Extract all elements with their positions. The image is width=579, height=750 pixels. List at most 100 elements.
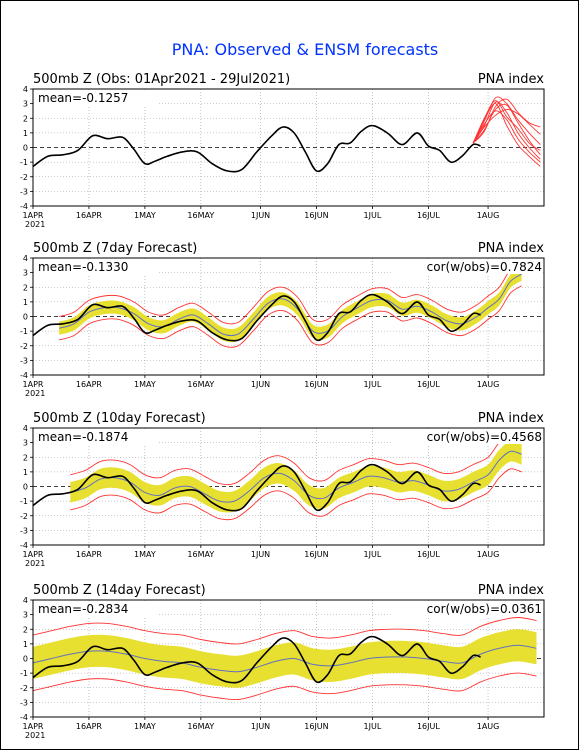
y-tick-label: -4	[20, 202, 28, 211]
x-tick-label: 1MAY	[134, 722, 156, 731]
panel-title: 500mb Z (Obs: 01Apr2021 - 29Jul2021)	[33, 72, 290, 87]
x-tick-label: 16JUL	[417, 380, 440, 389]
envelope-upper	[70, 433, 522, 486]
observed-line	[32, 293, 481, 342]
x-tick-label: 1APR	[23, 211, 44, 220]
y-tick-label: -1	[20, 327, 28, 336]
envelope-upper	[32, 617, 537, 645]
mean-label-bg	[36, 602, 158, 616]
y-tick-label: 1	[23, 468, 28, 477]
mean-label-bg	[36, 430, 158, 444]
observed-line	[32, 635, 481, 684]
x-tick-year: 2021	[25, 559, 45, 568]
spread-band	[33, 629, 537, 688]
panel-2: 500mb Z (7day Forecast) PNA index -4 -3 -2 -1…	[20, 241, 545, 398]
y-tick-label: 2	[23, 625, 28, 634]
y-tick-label: -4	[20, 541, 28, 550]
member-forecast-7	[472, 98, 541, 144]
cor-label-bg	[392, 260, 542, 274]
y-tick-label: -2	[20, 173, 28, 182]
x-tick-label: 1APR	[23, 550, 44, 559]
y-tick-label: -2	[20, 342, 28, 351]
x-tick-label: 16JUN	[304, 211, 328, 220]
y-tick-label: -3	[20, 526, 28, 535]
panel-1: 500mb Z (Obs: 01Apr2021 - 29Jul2021) PNA …	[20, 72, 545, 229]
member-forecast-3	[472, 103, 541, 156]
x-tick-label: 1AUG	[477, 550, 500, 559]
envelope-lower	[32, 672, 537, 701]
cor-label-bg	[392, 430, 542, 444]
main-title: PNA: Observed & ENSM forecasts	[172, 40, 439, 59]
y-tick-label: -2	[20, 684, 28, 693]
y-tick-label: 3	[23, 611, 28, 620]
y-tick-label: -2	[20, 512, 28, 521]
x-tick-label: 1APR	[23, 722, 44, 731]
y-tick-label: -1	[20, 669, 28, 678]
mean-label: mean=-0.1330	[38, 260, 128, 274]
x-tick-label: 16APR	[76, 211, 102, 220]
y-tick-label: -3	[20, 356, 28, 365]
mean-label-bg	[36, 91, 158, 105]
x-tick-label: 1MAY	[134, 550, 156, 559]
panel-right-label: PNA index	[478, 583, 544, 598]
x-tick-label: 1APR	[23, 380, 44, 389]
y-tick-label: 1	[23, 640, 28, 649]
x-tick-label: 1JUL	[364, 211, 382, 220]
forecast-mean-line	[58, 273, 522, 337]
member-forecast-5	[472, 109, 541, 144]
observed-line	[32, 124, 481, 173]
panel-title: 500mb Z (7day Forecast)	[33, 241, 197, 256]
panel-3: 500mb Z (10day Forecast) PNA index -4 -3 -2 -…	[20, 411, 545, 568]
y-tick-label: 1	[23, 298, 28, 307]
x-tick-label: 1MAY	[134, 211, 156, 220]
y-tick-label: 0	[23, 483, 28, 492]
panels-group: 500mb Z (Obs: 01Apr2021 - 29Jul2021) PNA …	[20, 72, 545, 740]
x-tick-label: 16APR	[76, 550, 102, 559]
y-tick-label: 2	[23, 283, 28, 292]
x-tick-label: 16MAY	[187, 550, 214, 559]
y-tick-label: 2	[23, 453, 28, 462]
y-tick-label: 4	[23, 85, 28, 94]
x-tick-label: 16MAY	[187, 722, 214, 731]
y-tick-label: 0	[23, 313, 28, 322]
envelope-lower	[58, 285, 522, 348]
y-tick-label: -1	[20, 158, 28, 167]
y-tick-label: -4	[20, 371, 28, 380]
panel-4: 500mb Z (14day Forecast) PNA index -4 -3 -2 -…	[20, 583, 545, 740]
panel-right-label: PNA index	[478, 72, 544, 87]
x-tick-label: 16JUL	[417, 722, 440, 731]
x-tick-label: 1JUN	[251, 211, 270, 220]
member-forecast-4	[472, 103, 541, 167]
y-tick-label: -3	[20, 187, 28, 196]
observed-line	[32, 463, 481, 512]
y-tick-label: 3	[23, 439, 28, 448]
x-tick-label: 16MAY	[187, 380, 214, 389]
y-tick-label: 2	[23, 114, 28, 123]
y-tick-label: 4	[23, 424, 28, 433]
x-tick-label: 16APR	[76, 722, 102, 731]
mean-label: mean=-0.2834	[38, 602, 128, 616]
panel-right-label: PNA index	[478, 241, 544, 256]
x-tick-label: 1JUL	[364, 380, 382, 389]
x-tick-label: 16MAY	[187, 211, 214, 220]
x-tick-label: 16JUL	[417, 211, 440, 220]
x-tick-label: 1JUN	[251, 380, 270, 389]
mean-label: mean=-0.1257	[38, 91, 128, 105]
y-tick-label: -3	[20, 698, 28, 707]
x-tick-label: 1JUN	[251, 550, 270, 559]
x-tick-year: 2021	[25, 220, 45, 229]
x-tick-label: 1AUG	[477, 380, 500, 389]
y-tick-label: 3	[23, 100, 28, 109]
cor-label-bg	[392, 602, 542, 616]
forecast-mean-line	[32, 644, 537, 673]
x-tick-label: 1MAY	[134, 380, 156, 389]
y-tick-label: 1	[23, 129, 28, 138]
member-forecast-2	[472, 96, 541, 145]
cor-label: cor(w/obs)=0.4568	[427, 430, 542, 444]
x-tick-label: 16APR	[76, 380, 102, 389]
y-tick-label: 4	[23, 254, 28, 263]
envelope-lower	[70, 468, 522, 521]
x-tick-label: 1AUG	[477, 722, 500, 731]
envelope-upper	[58, 262, 522, 325]
x-tick-label: 1AUG	[477, 211, 500, 220]
